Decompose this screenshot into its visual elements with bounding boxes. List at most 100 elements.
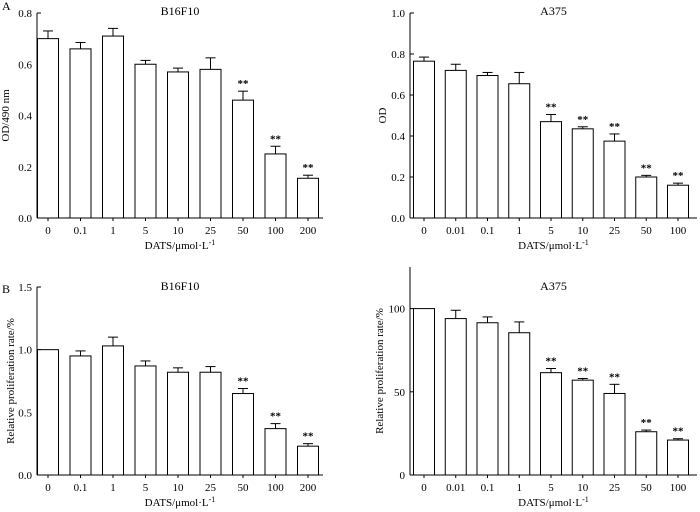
x-tick-label: 25 [609,482,621,494]
bar [264,428,287,476]
significance-marker: ** [577,365,589,377]
significance-marker: ** [238,376,250,388]
significance-marker: ** [641,417,653,429]
x-tick-label: 0.1 [74,225,88,237]
x-tick-label: 0.1 [481,482,495,494]
y-tick-label: 0.2 [18,162,32,174]
x-tick-label: 100 [267,482,284,494]
x-tick-label: 200 [300,225,317,237]
bar [571,379,594,476]
x-tick-label: 0.01 [446,482,465,494]
x-tick-label: 100 [267,225,284,237]
bar [476,75,499,219]
y-tick-label: 0.0 [391,213,405,225]
significance-marker: ** [673,426,685,438]
bar [508,83,531,219]
y-tick-label: 0.8 [391,49,405,61]
chart-title: A375 [540,4,567,18]
x-axis-label: DATS/μmol·L-1 [145,238,216,252]
bar [540,372,562,476]
bar [69,48,92,219]
x-tick-label: 0 [45,225,51,237]
chart-panel-1: 0.0 0.2 0.4 0.6 0.8 0 0.1 1 5 10 25 50 ** 100 ** 200 ** B… [0,0,323,252]
x-tick-label: 5 [548,482,554,494]
bar [167,371,189,476]
y-tick-label: 1.0 [391,8,405,20]
significance-marker: ** [609,121,621,133]
significance-marker: ** [673,170,685,182]
significance-marker: ** [303,162,315,174]
bar [167,71,189,219]
y-tick-label: 0.5 [18,407,32,419]
bar [232,99,254,219]
chart-title: A375 [540,279,567,293]
y-axis-label: Relative proliferation rate/% [374,308,386,434]
x-axis-label: DATS/μmol·L-1 [145,495,216,509]
y-tick-label: 0.0 [18,470,32,482]
significance-marker: ** [270,133,282,145]
x-tick-label: 50 [641,482,653,494]
y-tick-label: 0.0 [18,213,32,225]
bar [571,128,594,219]
significance-marker: ** [641,162,653,174]
bar [635,431,658,476]
panel-label: A [2,0,11,13]
y-tick-label: 0.6 [18,59,32,71]
bar [69,355,92,476]
x-axis-label: DATS/μmol·L-1 [518,495,589,509]
x-tick-label: 5 [143,225,149,237]
significance-marker: ** [270,411,282,423]
x-tick-label: 50 [238,225,250,237]
bar [413,308,435,476]
y-tick-label: 0.2 [391,172,405,184]
x-tick-label: 10 [577,482,589,494]
x-tick-label: 1 [110,225,116,237]
chart-title: B16F10 [161,279,200,293]
y-tick-label: 50 [394,387,406,399]
significance-marker: ** [303,431,315,443]
significance-marker: ** [546,101,558,113]
x-tick-label: 100 [670,482,687,494]
significance-marker: ** [546,356,558,368]
bar [413,60,435,219]
y-tick-label: 0.4 [18,111,32,123]
y-tick-label: 100 [389,304,406,316]
bar [603,392,626,476]
x-tick-label: 0.1 [74,482,88,494]
bar [667,439,689,476]
x-tick-label: 25 [205,482,217,494]
bar [37,349,59,476]
bar [297,445,319,476]
chart-panel-2: 0.0 0.2 0.4 0.6 0.8 1.0 0 0.01 0.1 1 5 ** 10 ** 25 ** 50… [377,4,697,252]
x-tick-label: 5 [143,482,149,494]
y-axis-label: Relative proliferation rate/% [5,318,17,444]
x-tick-label: 10 [173,482,185,494]
bar [297,177,319,219]
panel-label: B [2,282,10,296]
chart-panel-3: 0.0 0.5 1.0 1.5 0 0.1 1 5 10 25 50 ** 100 ** 200 ** B16F… [2,279,323,509]
bar [508,332,531,476]
bar [540,121,562,219]
x-tick-label: 200 [300,482,317,494]
bar [199,371,222,476]
x-tick-label: 25 [205,225,217,237]
y-axis-label: OD/490 nm [0,89,12,142]
x-tick-label: 0 [421,225,427,237]
x-tick-label: 50 [641,225,653,237]
bar [232,393,254,476]
x-tick-label: 0 [421,482,427,494]
bar [264,153,287,219]
bar [444,69,467,219]
bar [102,35,124,219]
y-tick-label: 0 [400,470,406,482]
x-tick-label: 1 [110,482,116,494]
significance-marker: ** [577,114,589,126]
x-tick-label: 1 [517,225,523,237]
x-tick-label: 0 [45,482,51,494]
x-tick-label: 0.1 [481,225,495,237]
y-tick-label: 1.5 [18,282,32,294]
bar [476,322,499,476]
y-tick-label: 1.0 [18,345,32,357]
chart-title: B16F10 [161,4,200,18]
